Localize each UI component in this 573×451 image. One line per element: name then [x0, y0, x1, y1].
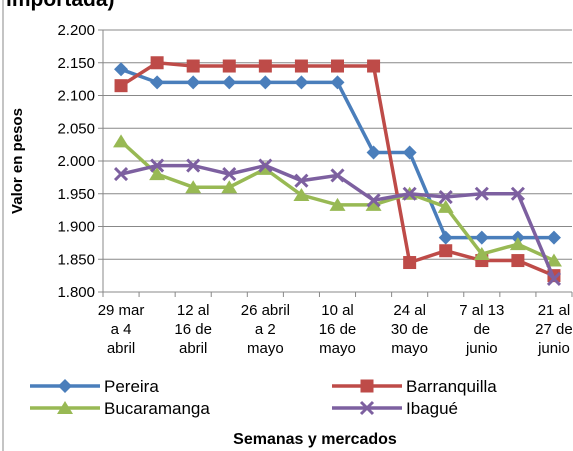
marker [437, 199, 454, 213]
marker [149, 167, 166, 181]
x-tick-label: 29 mar a 4 abril [97, 302, 145, 357]
marker [186, 75, 201, 90]
marker [366, 145, 381, 160]
x-tick-label: 24 al 30 de mayo [390, 302, 429, 357]
y-tick-label: 2.150 [57, 55, 95, 72]
marker [403, 256, 417, 270]
marker [367, 59, 381, 73]
marker [258, 59, 272, 73]
marker [365, 197, 382, 211]
y-tick-label: 2.200 [57, 22, 95, 39]
legend-label: Barranquilla [406, 377, 497, 396]
marker [360, 379, 374, 393]
marker [331, 59, 344, 73]
y-tick-label: 2.050 [57, 120, 95, 137]
marker [258, 158, 273, 173]
marker [114, 62, 129, 77]
marker [294, 59, 308, 73]
chart-border [2, 0, 4, 451]
marker [330, 75, 345, 90]
marker [222, 75, 237, 90]
marker [509, 237, 526, 251]
chart-title: importada) [6, 0, 115, 11]
marker [545, 253, 562, 267]
marker [258, 75, 273, 90]
x-tick-label: 12 al 16 de abril [174, 302, 212, 357]
marker [438, 230, 453, 245]
marker [546, 271, 562, 286]
marker [113, 134, 130, 148]
marker [150, 56, 164, 70]
series-line [120, 67, 554, 240]
marker [221, 180, 238, 194]
marker [222, 59, 236, 73]
marker [150, 75, 165, 90]
marker [402, 145, 417, 160]
marker [57, 401, 73, 414]
legend-label: Pereira [104, 377, 159, 396]
y-tick-label: 2.000 [57, 153, 95, 170]
marker [186, 59, 200, 73]
y-tick-label: 1.900 [57, 219, 95, 236]
y-axis-title: Valor en pesos [9, 108, 26, 214]
marker [359, 400, 375, 416]
marker [474, 230, 489, 245]
marker [438, 189, 453, 205]
marker [511, 254, 525, 268]
marker [546, 230, 561, 245]
marker [330, 168, 345, 183]
x-axis-title: Semanas y mercados [233, 431, 397, 448]
marker [186, 158, 201, 173]
marker [294, 173, 309, 188]
y-tick-label: 1.950 [57, 186, 95, 203]
marker [113, 167, 129, 182]
marker [329, 197, 346, 211]
y-tick-label: 1.800 [57, 284, 95, 301]
marker [58, 379, 72, 393]
y-tick-label: 2.100 [57, 88, 95, 105]
marker [293, 188, 310, 202]
x-tick-label: 21 al 27 de junio [535, 302, 573, 357]
marker [185, 180, 202, 194]
marker [474, 186, 489, 201]
marker [439, 244, 453, 258]
marker [114, 79, 128, 93]
marker [366, 193, 381, 208]
marker [473, 247, 490, 261]
legend-label: Ibagué [406, 399, 458, 418]
x-tick-label: 7 al 13 de junio [459, 302, 505, 357]
y-tick-label: 1.850 [57, 251, 95, 268]
marker [402, 186, 417, 201]
legend-label: Bucaramanga [104, 399, 210, 418]
marker [510, 186, 525, 201]
marker [222, 167, 237, 182]
marker [294, 75, 309, 90]
x-tick-label: 26 abril a 2 mayo [240, 302, 290, 357]
x-tick-label: 10 al 16 de mayo [318, 302, 357, 357]
series-line [120, 60, 555, 278]
marker [150, 158, 165, 173]
